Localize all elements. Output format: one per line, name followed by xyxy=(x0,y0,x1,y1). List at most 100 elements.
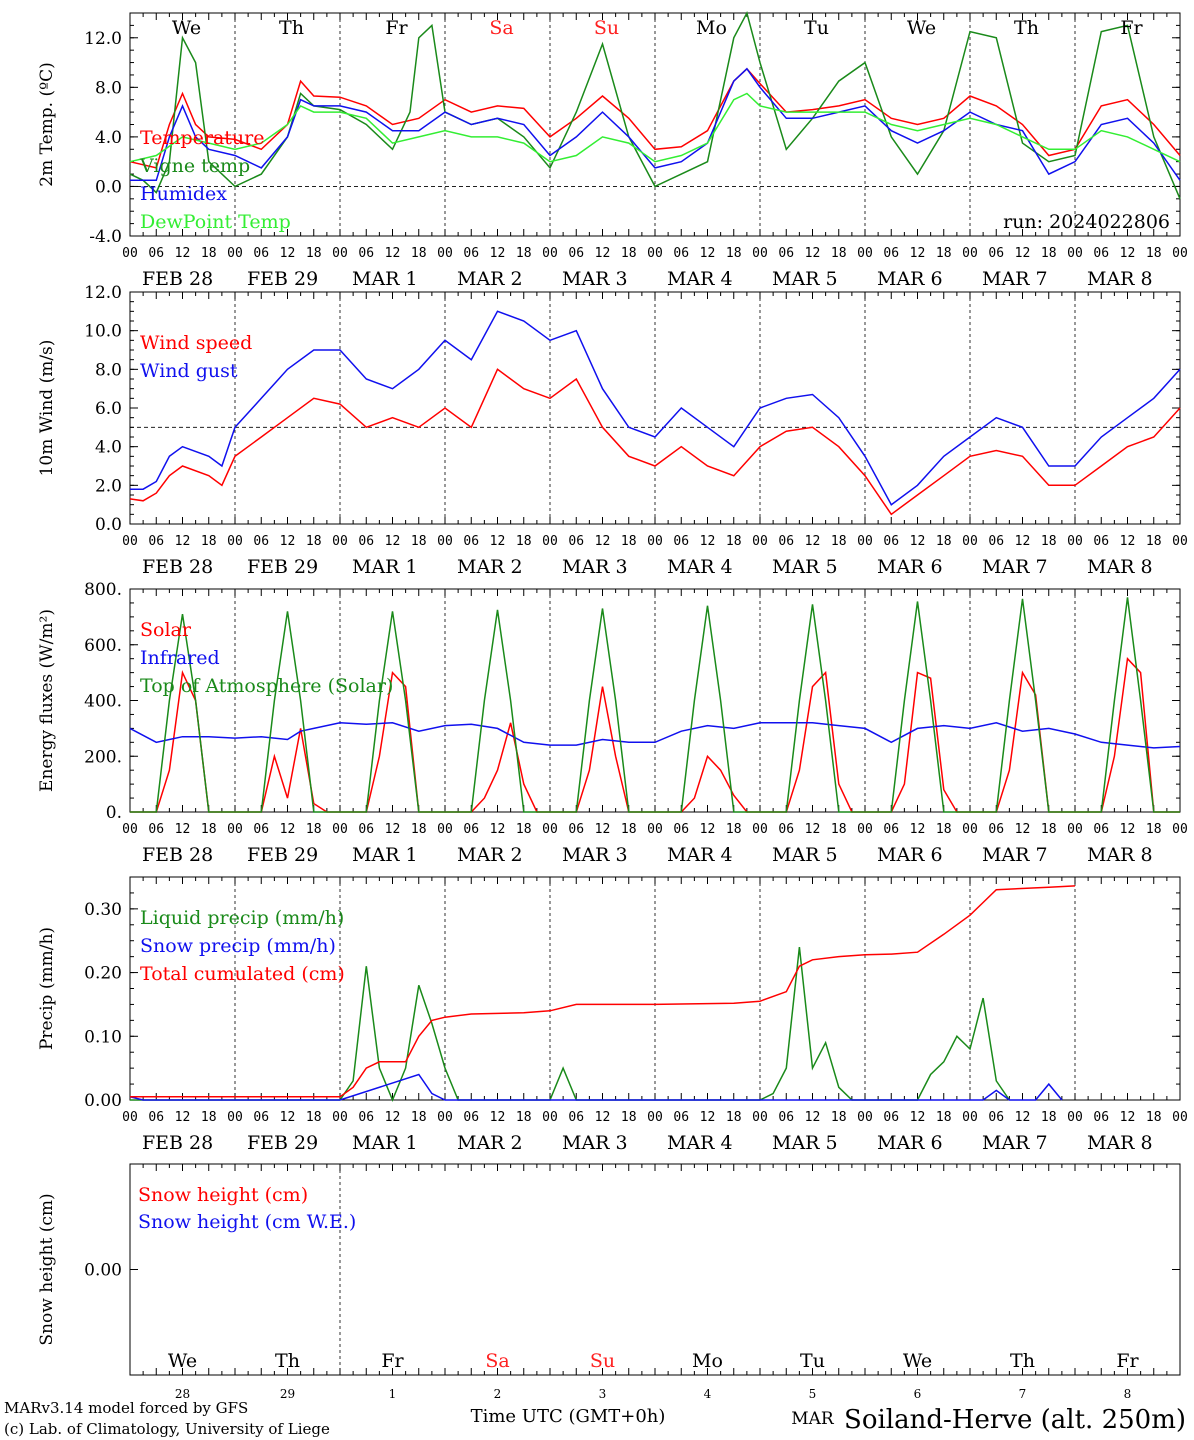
hour-tick-label: 06 xyxy=(568,246,584,261)
hour-tick-label: 06 xyxy=(673,822,689,837)
day-label: MAR 5 xyxy=(772,1132,838,1154)
hour-tick-label: 12 xyxy=(385,246,401,261)
legend-entry: Snow precip (mm/h) xyxy=(140,935,336,957)
plot-frame xyxy=(129,588,1181,813)
legend-entry: Temperature xyxy=(140,127,264,149)
day-label: MAR 5 xyxy=(772,268,838,290)
legend-entry: Wind gust xyxy=(140,360,238,382)
day-label: MAR 8 xyxy=(1087,1132,1153,1154)
hour-tick-label: 00 xyxy=(332,534,348,549)
hour-tick-label: 00 xyxy=(752,1110,768,1125)
day-label: FEB 29 xyxy=(247,1132,318,1154)
hour-tick-label: 06 xyxy=(568,822,584,837)
hour-tick-label: 06 xyxy=(253,534,269,549)
hour-tick-label: 12 xyxy=(385,822,401,837)
y-axis-label: 2m Temp. (ºC) xyxy=(37,62,57,187)
day-label: MAR 7 xyxy=(982,556,1048,578)
legend-entry: Vigne temp xyxy=(139,155,250,177)
y-tick-label: 12.0 xyxy=(84,29,122,49)
hour-tick-label: 00 xyxy=(1172,822,1188,837)
hour-tick-label: 12 xyxy=(1120,246,1136,261)
day-label: MAR 6 xyxy=(877,556,943,578)
day-number: 7 xyxy=(1019,1387,1027,1401)
hour-tick-label: 06 xyxy=(463,822,479,837)
hour-tick-label: 00 xyxy=(752,534,768,549)
hour-tick-label: 00 xyxy=(962,246,978,261)
legend-entry: Infrared xyxy=(140,647,220,669)
series-line-temperature xyxy=(129,67,1181,169)
series-line-wind-gust xyxy=(130,310,1181,506)
lab-credit: (c) Lab. of Climatology, University of L… xyxy=(4,1420,330,1438)
hour-tick-label: 18 xyxy=(936,534,952,549)
day-label: MAR 6 xyxy=(877,1132,943,1154)
hour-tick-label: 12 xyxy=(490,246,506,261)
hour-tick-label: 06 xyxy=(673,246,689,261)
day-number: 8 xyxy=(1124,1387,1132,1401)
hour-tick-label: 06 xyxy=(988,822,1004,837)
hour-tick-label: 18 xyxy=(831,246,847,261)
y-tick-label: 0.0 xyxy=(95,177,122,197)
hour-tick-label: 06 xyxy=(463,534,479,549)
day-label: MAR 2 xyxy=(457,268,523,290)
day-label: FEB 28 xyxy=(142,844,213,866)
day-label: MAR 6 xyxy=(877,268,943,290)
day-label: FEB 28 xyxy=(142,556,213,578)
station-title: Soiland-Herve (alt. 250m) xyxy=(844,1405,1186,1435)
y-tick-label: 0.00 xyxy=(84,1091,122,1111)
day-number: 6 xyxy=(914,1387,922,1401)
legend-entry: Liquid precip (mm/h) xyxy=(140,907,344,929)
hour-tick-label: 00 xyxy=(542,1110,558,1125)
hour-tick-label: 06 xyxy=(883,246,899,261)
hour-tick-label: 12 xyxy=(175,1110,191,1125)
hour-tick-label: 06 xyxy=(358,246,374,261)
hour-tick-label: 12 xyxy=(1120,822,1136,837)
panel-2: 0.0 2.0 4.0 6.0 8.0 10.0 12.0 10m Wind (m/s) Win… xyxy=(37,283,1188,578)
hour-tick-label: 06 xyxy=(358,822,374,837)
day-label: FEB 29 xyxy=(247,844,318,866)
hour-tick-label: 18 xyxy=(936,246,952,261)
hour-tick-label: 00 xyxy=(122,1110,138,1125)
hour-tick-label: 12 xyxy=(805,246,821,261)
hour-tick-label: 00 xyxy=(1067,246,1083,261)
hour-tick-label: 00 xyxy=(857,822,873,837)
hour-tick-label: 06 xyxy=(148,534,164,549)
day-label: MAR 5 xyxy=(772,844,838,866)
y-tick-label: 200. xyxy=(84,747,122,767)
weekday-label: We xyxy=(172,17,201,39)
hour-tick-label: 00 xyxy=(1172,534,1188,549)
hour-tick-label: 12 xyxy=(490,822,506,837)
hour-tick-label: 12 xyxy=(280,534,296,549)
hour-tick-label: 06 xyxy=(883,1110,899,1125)
weekday-label: We xyxy=(168,1350,197,1372)
weekday-label: Su xyxy=(590,1350,615,1372)
hour-tick-label: 00 xyxy=(962,822,978,837)
weekday-label: Tu xyxy=(804,17,829,39)
hour-tick-label: 06 xyxy=(1093,534,1109,549)
hour-tick-label: 06 xyxy=(673,1110,689,1125)
hour-tick-label: 18 xyxy=(411,1110,427,1125)
hour-tick-label: 00 xyxy=(542,534,558,549)
weekday-label: Fr xyxy=(381,1350,404,1372)
hour-tick-label: 12 xyxy=(595,534,611,549)
hour-tick-label: 18 xyxy=(516,1110,532,1125)
hour-tick-label: 06 xyxy=(778,534,794,549)
hour-tick-label: 12 xyxy=(1015,246,1031,261)
day-label: MAR 2 xyxy=(457,556,523,578)
day-label: MAR 2 xyxy=(457,1132,523,1154)
hour-tick-label: 12 xyxy=(280,246,296,261)
hour-tick-label: 06 xyxy=(988,534,1004,549)
hour-tick-label: 12 xyxy=(1015,822,1031,837)
y-tick-label: -4.0 xyxy=(89,227,122,247)
weekday-label: Mo xyxy=(696,17,727,39)
hour-tick-label: 12 xyxy=(910,822,926,837)
legend-entry: Solar xyxy=(140,619,192,641)
hour-tick-label: 00 xyxy=(1067,1110,1083,1125)
hour-tick-label: 18 xyxy=(306,246,322,261)
hour-tick-label: 06 xyxy=(778,1110,794,1125)
y-tick-label: 0.30 xyxy=(84,900,122,920)
hour-tick-label: 12 xyxy=(1120,534,1136,549)
day-label: MAR 8 xyxy=(1087,844,1153,866)
day-label: MAR 1 xyxy=(352,844,418,866)
hour-tick-label: 00 xyxy=(647,1110,663,1125)
weekday-label: We xyxy=(903,1350,932,1372)
